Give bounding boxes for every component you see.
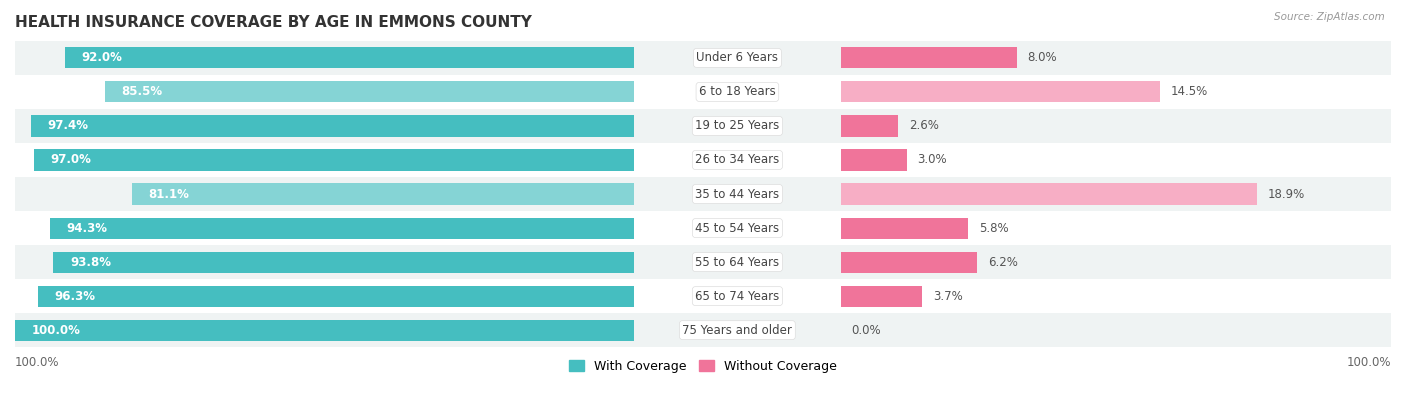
Text: 96.3%: 96.3%	[55, 290, 96, 303]
Text: 35 to 44 Years: 35 to 44 Years	[696, 188, 779, 200]
Bar	[15, 143, 1391, 177]
Bar	[841, 81, 1160, 103]
Bar	[841, 47, 1017, 68]
Text: 100.0%: 100.0%	[1347, 356, 1391, 369]
Bar	[841, 115, 898, 137]
Text: HEALTH INSURANCE COVERAGE BY AGE IN EMMONS COUNTY: HEALTH INSURANCE COVERAGE BY AGE IN EMMO…	[15, 15, 531, 30]
Text: 3.7%: 3.7%	[934, 290, 963, 303]
Bar	[132, 183, 634, 205]
Bar	[15, 109, 1391, 143]
Text: 100.0%: 100.0%	[31, 324, 80, 337]
Bar	[53, 251, 634, 273]
Legend: With Coverage, Without Coverage: With Coverage, Without Coverage	[564, 355, 842, 378]
Bar	[105, 81, 634, 103]
Text: Source: ZipAtlas.com: Source: ZipAtlas.com	[1274, 12, 1385, 22]
Text: 6.2%: 6.2%	[988, 256, 1018, 269]
Bar	[38, 286, 634, 307]
Text: 97.0%: 97.0%	[51, 154, 91, 166]
Text: 65 to 74 Years: 65 to 74 Years	[696, 290, 779, 303]
Text: 55 to 64 Years: 55 to 64 Years	[696, 256, 779, 269]
Text: 18.9%: 18.9%	[1268, 188, 1305, 200]
Text: Under 6 Years: Under 6 Years	[696, 51, 779, 64]
Text: 14.5%: 14.5%	[1171, 85, 1208, 98]
Bar	[65, 47, 634, 68]
Bar	[15, 279, 1391, 313]
Bar	[15, 211, 1391, 245]
Text: 92.0%: 92.0%	[82, 51, 122, 64]
Bar	[34, 149, 634, 171]
Text: 94.3%: 94.3%	[67, 222, 108, 234]
Bar	[15, 313, 1391, 347]
Bar	[841, 217, 969, 239]
Bar	[15, 320, 634, 341]
Text: 0.0%: 0.0%	[852, 324, 882, 337]
Text: 6 to 18 Years: 6 to 18 Years	[699, 85, 776, 98]
Bar	[841, 251, 977, 273]
Bar	[841, 286, 922, 307]
Text: 75 Years and older: 75 Years and older	[682, 324, 793, 337]
Bar	[841, 183, 1257, 205]
Text: 93.8%: 93.8%	[70, 256, 111, 269]
Text: 5.8%: 5.8%	[980, 222, 1010, 234]
Bar	[51, 217, 634, 239]
Text: 19 to 25 Years: 19 to 25 Years	[696, 120, 779, 132]
Bar	[841, 149, 907, 171]
Text: 97.4%: 97.4%	[48, 120, 89, 132]
Text: 8.0%: 8.0%	[1028, 51, 1057, 64]
Text: 45 to 54 Years: 45 to 54 Years	[696, 222, 779, 234]
Text: 100.0%: 100.0%	[15, 356, 59, 369]
Bar	[31, 115, 634, 137]
Text: 81.1%: 81.1%	[149, 188, 190, 200]
Bar	[15, 245, 1391, 279]
Text: 26 to 34 Years: 26 to 34 Years	[696, 154, 779, 166]
Text: 2.6%: 2.6%	[908, 120, 939, 132]
Text: 3.0%: 3.0%	[918, 154, 948, 166]
Bar	[15, 177, 1391, 211]
Text: 85.5%: 85.5%	[121, 85, 163, 98]
Bar	[15, 41, 1391, 75]
Bar	[15, 75, 1391, 109]
